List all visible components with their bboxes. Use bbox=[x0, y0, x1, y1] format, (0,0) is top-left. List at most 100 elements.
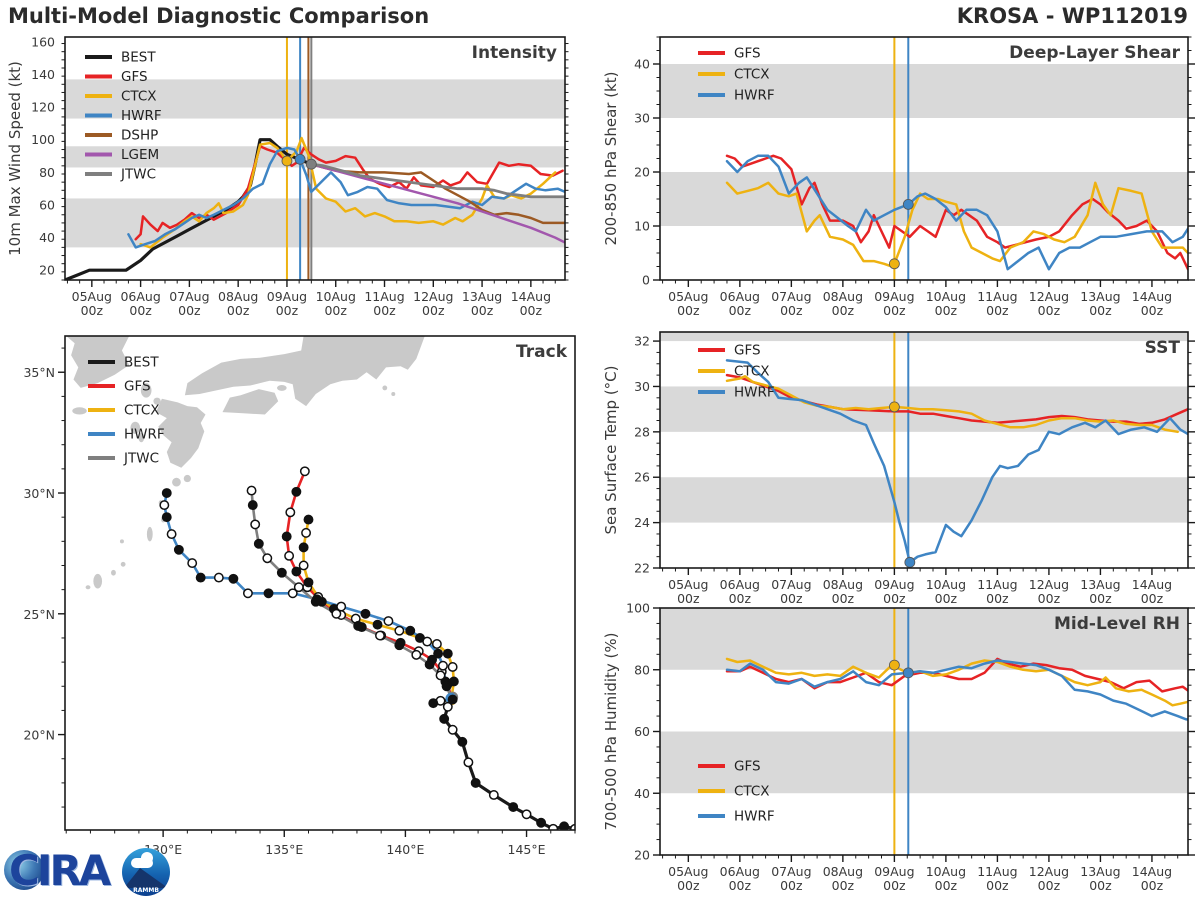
track-point-marker bbox=[161, 512, 172, 523]
intensity-series-jtwc bbox=[309, 162, 565, 199]
x-tick-label: 08Aug 00z bbox=[823, 577, 863, 606]
y-tick-label: 0 bbox=[642, 273, 650, 288]
x-tick-label: 05Aug 00z bbox=[668, 864, 708, 893]
y-tick-label: 22 bbox=[634, 561, 650, 576]
rh-label: Mid-Level RH bbox=[1054, 614, 1180, 634]
shade-band bbox=[65, 198, 565, 248]
island bbox=[382, 385, 388, 391]
legend-label-ctcx: CTCX bbox=[124, 403, 160, 419]
track-point-marker bbox=[195, 572, 206, 583]
x-tick-label: 13Aug 00z bbox=[1080, 289, 1120, 318]
shear-label: Deep-Layer Shear bbox=[1009, 43, 1180, 63]
lat-tick-label: 30°N bbox=[23, 486, 55, 501]
track-point-marker bbox=[281, 531, 292, 542]
y-tick-label: 60 bbox=[634, 724, 650, 739]
track-point-marker bbox=[276, 567, 287, 578]
legend-label-hwrf: HWRF bbox=[734, 385, 775, 401]
island bbox=[72, 407, 87, 415]
land-polygon bbox=[155, 398, 206, 468]
globe-icon bbox=[4, 850, 44, 890]
track-point-marker bbox=[287, 588, 298, 599]
track-point-marker bbox=[159, 500, 170, 511]
legend: GFS CTCX HWRF bbox=[698, 343, 775, 401]
init-marker-jtwc bbox=[305, 158, 317, 170]
track-point-marker bbox=[394, 625, 405, 636]
init-marker-hwrf bbox=[902, 667, 914, 679]
legend: GFS CTCX HWRF bbox=[698, 759, 775, 825]
track-point-marker bbox=[488, 790, 499, 800]
rammb-badge-text: RAMMB bbox=[133, 887, 159, 894]
legend-label-jtwc: JTWC bbox=[123, 451, 159, 467]
init-marker-ctcx bbox=[888, 401, 900, 413]
x-tick-label: 06Aug 00z bbox=[720, 289, 760, 318]
track-point-marker bbox=[291, 486, 302, 497]
legend: GFS CTCX HWRF bbox=[698, 46, 775, 104]
rammb-badge-icon: RAMMB bbox=[122, 848, 170, 896]
track-point-marker bbox=[285, 507, 296, 518]
shear-y-axis-title: 200-850 hPa Shear (kt) bbox=[602, 72, 620, 246]
island bbox=[130, 421, 141, 434]
cira-logo: CIRA RAMMB bbox=[4, 844, 204, 898]
cloud-icon bbox=[131, 852, 153, 868]
track-point-marker bbox=[441, 681, 452, 692]
y-tick-label: 80 bbox=[634, 662, 650, 677]
track-line-hwrf bbox=[163, 492, 453, 699]
shear-series-gfs bbox=[725, 154, 1188, 271]
intensity-x-axis: 05Aug 00z 06Aug 00z 07Aug 00z 08Aug 00z 09Aug 00z… bbox=[66, 280, 556, 318]
y-tick-label: 100 bbox=[31, 132, 55, 147]
legend-label-hwrf: HWRF bbox=[734, 809, 775, 825]
legend-label-best: BEST bbox=[121, 50, 156, 66]
island bbox=[172, 477, 181, 487]
island bbox=[119, 539, 124, 544]
legend-label-gfs: GFS bbox=[734, 46, 761, 62]
x-tick-label: 14Aug 00z bbox=[1132, 289, 1172, 318]
y-tick-label: 40 bbox=[634, 57, 650, 72]
track-point-marker bbox=[298, 542, 309, 553]
sst-frame bbox=[659, 331, 1189, 569]
legend-label-ctcx: CTCX bbox=[734, 364, 770, 380]
track-point-marker bbox=[438, 660, 448, 671]
track-point-marker bbox=[303, 577, 314, 588]
track-point-marker bbox=[435, 670, 446, 681]
track-point-marker bbox=[262, 553, 273, 564]
x-tick-label: 11Aug 00z bbox=[364, 289, 404, 318]
x-tick-label: 11Aug 00z bbox=[977, 289, 1017, 318]
x-tick-label: 12Aug 00z bbox=[1029, 289, 1069, 318]
track-frame bbox=[64, 335, 576, 831]
y-tick-label: 40 bbox=[634, 786, 650, 801]
y-tick-label: 160 bbox=[31, 34, 55, 49]
y-tick-label: 30 bbox=[634, 111, 650, 126]
y-tick-label: 30 bbox=[634, 379, 650, 394]
track-point-marker bbox=[433, 648, 444, 659]
init-marker-hwrf bbox=[904, 556, 916, 568]
track-point-marker bbox=[431, 639, 442, 649]
track-point-marker bbox=[353, 620, 364, 631]
x-tick-label: 12Aug 00z bbox=[1029, 577, 1069, 606]
lat-tick-label: 25°N bbox=[23, 607, 55, 622]
lat-tick-label: 35°N bbox=[23, 365, 55, 380]
intensity-series-dshp bbox=[310, 162, 565, 225]
mountain-icon bbox=[124, 868, 168, 888]
y-tick-label: 80 bbox=[39, 165, 55, 180]
track-point-marker bbox=[439, 713, 450, 724]
x-tick-label: 11Aug 00z bbox=[977, 577, 1017, 606]
island bbox=[391, 391, 396, 396]
track-point-marker bbox=[375, 630, 385, 641]
rh-panel: 05Aug 00z 06Aug 00z 07Aug 00z 08Aug 00z 09Aug 00z… bbox=[602, 601, 1195, 893]
island bbox=[111, 569, 116, 576]
legend-label-gfs: GFS bbox=[734, 343, 761, 359]
x-tick-label: 10Aug 00z bbox=[926, 289, 966, 318]
track-point-marker bbox=[447, 694, 458, 705]
shear-series-ctcx bbox=[725, 181, 1188, 268]
track-panel: 130°E 135°E 140°E 145°E20°N25°N30°N35°NBEST… bbox=[23, 335, 576, 857]
rh-series-ctcx bbox=[725, 657, 1188, 707]
island bbox=[93, 573, 103, 589]
intensity-series-gfs bbox=[134, 145, 564, 241]
rh-x-axis: 05Aug 00z 06Aug 00z 07Aug 00z 08Aug 00z 09Aug 00z… bbox=[662, 855, 1179, 893]
track-label: Track bbox=[516, 342, 568, 362]
intensity-label: Intensity bbox=[472, 43, 557, 63]
init-marker-ctcx bbox=[888, 258, 900, 270]
intensity-series-ctcx bbox=[139, 136, 557, 249]
y-tick-label: 20 bbox=[634, 165, 650, 180]
